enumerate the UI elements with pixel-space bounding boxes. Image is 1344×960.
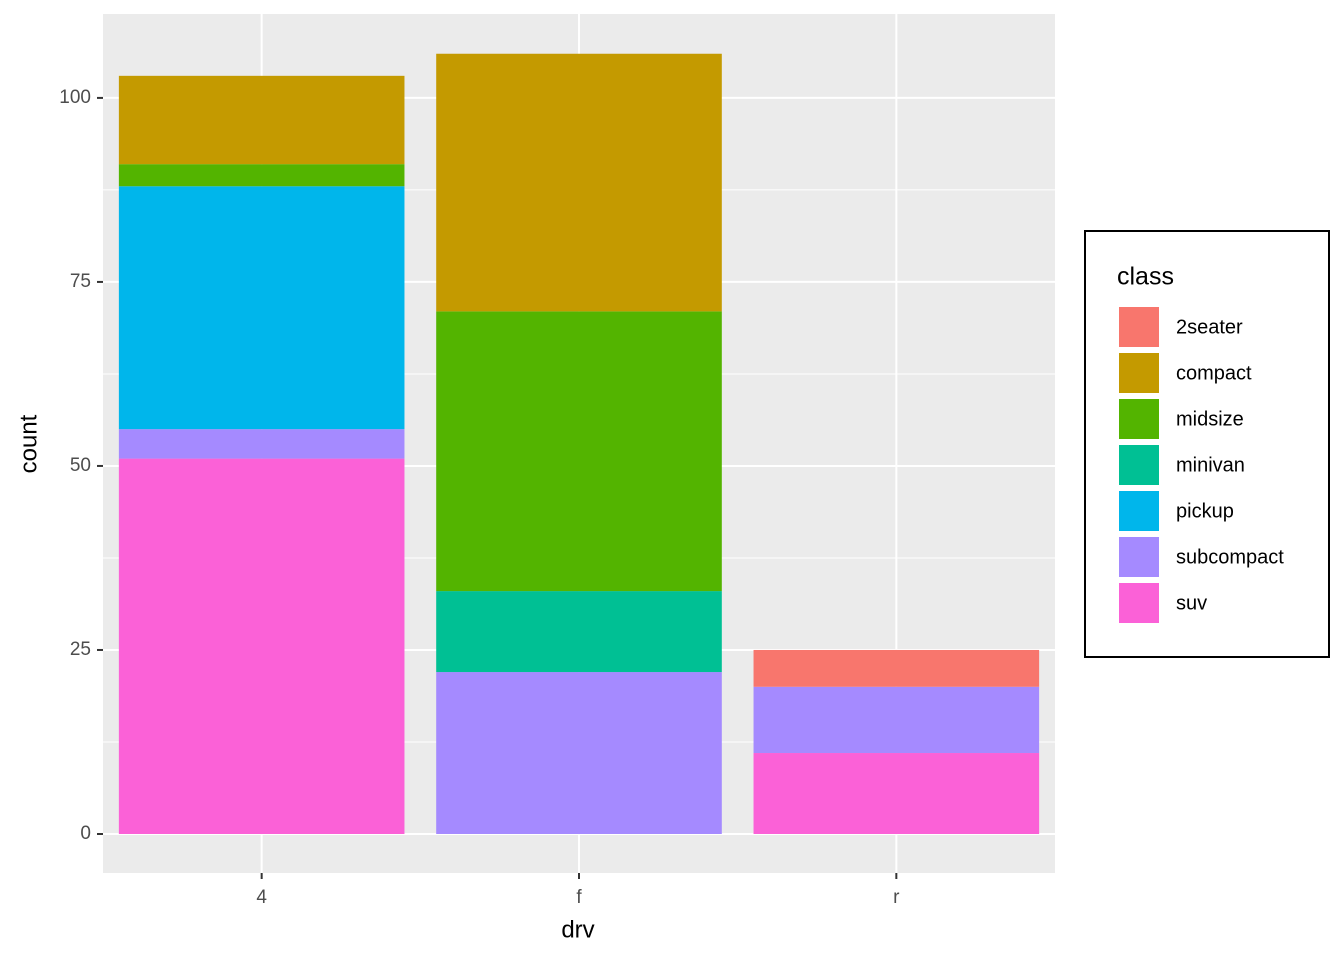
y-axis-title: count [15, 414, 42, 473]
x-tick-label: r [893, 887, 900, 908]
legend-label: pickup [1176, 500, 1234, 522]
bar-segment [436, 53, 722, 312]
y-tick-label: 100 [59, 87, 91, 108]
y-tick-label: 25 [70, 639, 91, 660]
bar-segment [118, 164, 405, 187]
legend-swatch [1117, 397, 1161, 441]
bar-segment [118, 186, 405, 430]
legend-swatch [1117, 581, 1161, 625]
y-tick-label: 75 [70, 271, 91, 292]
legend-swatch [1117, 489, 1161, 533]
axes: 0 25 50 75 100 4 f r [59, 87, 900, 908]
legend-label: 2seater [1176, 316, 1243, 338]
bar-segment [436, 311, 722, 592]
bar-segment [436, 591, 722, 673]
bars [118, 53, 1040, 834]
x-tick-label: 4 [256, 887, 267, 908]
legend-label: subcompact [1176, 546, 1284, 568]
bar-segment [753, 649, 1040, 687]
legend: 2seater compact midsize minivan pickup subcom… [1117, 305, 1284, 625]
legend-swatch [1117, 535, 1161, 579]
bar-segment [753, 753, 1040, 834]
legend-label: suv [1176, 592, 1207, 614]
legend-label: minivan [1176, 454, 1245, 476]
bar-segment [753, 686, 1040, 754]
legend-swatch [1117, 305, 1161, 349]
legend-swatch [1117, 443, 1161, 487]
y-tick-label: 0 [80, 823, 91, 844]
y-tick-label: 50 [70, 455, 91, 476]
legend-label: compact [1176, 362, 1252, 384]
legend-title: class [1117, 263, 1174, 291]
legend-label: midsize [1176, 408, 1244, 430]
bar-segment [436, 672, 722, 834]
bar-segment [118, 458, 405, 834]
bar-segment [118, 429, 405, 459]
x-tick-label: f [576, 887, 582, 908]
bar-segment [118, 75, 405, 165]
legend-swatch [1117, 351, 1161, 395]
x-axis-title: drv [561, 916, 594, 943]
